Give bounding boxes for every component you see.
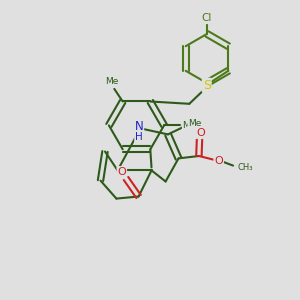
Text: S: S xyxy=(203,79,211,92)
Text: O: O xyxy=(117,167,126,177)
Text: H: H xyxy=(135,132,143,142)
Text: Cl: Cl xyxy=(202,13,212,23)
Text: Me: Me xyxy=(105,77,119,86)
Text: CH₃: CH₃ xyxy=(237,163,253,172)
Text: Me: Me xyxy=(183,121,196,130)
Text: Me: Me xyxy=(188,118,202,127)
Text: N: N xyxy=(134,120,143,133)
Text: O: O xyxy=(196,128,205,138)
Text: O: O xyxy=(214,156,223,167)
